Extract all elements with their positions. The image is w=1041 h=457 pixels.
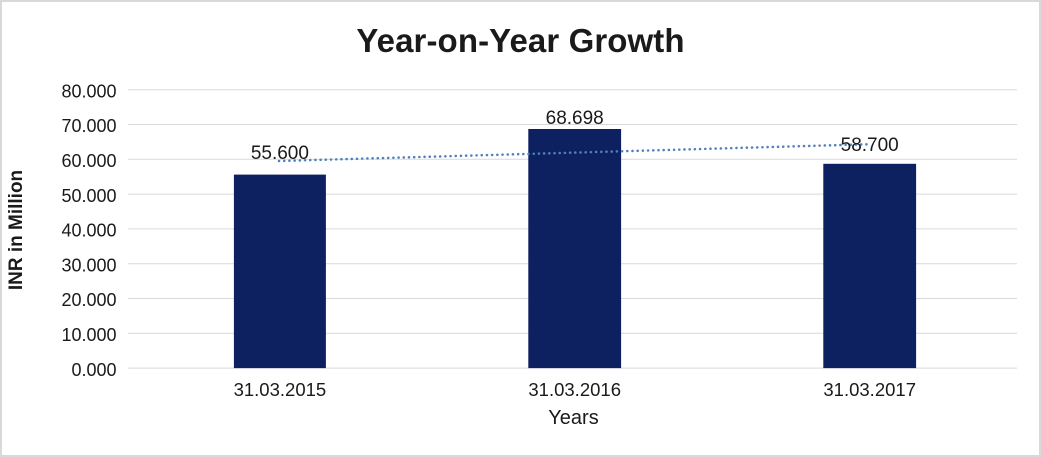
svg-text:31.03.2016: 31.03.2016 <box>528 379 621 400</box>
svg-text:31.03.2015: 31.03.2015 <box>234 379 327 400</box>
svg-text:60.000: 60.000 <box>61 151 116 171</box>
svg-text:20.000: 20.000 <box>61 290 116 310</box>
svg-text:80.000: 80.000 <box>61 81 116 101</box>
svg-text:31.03.2017: 31.03.2017 <box>823 379 916 400</box>
svg-text:58.700: 58.700 <box>841 135 899 156</box>
svg-text:70.000: 70.000 <box>61 116 116 136</box>
svg-text:INR in Million: INR in Million <box>6 170 27 290</box>
svg-text:10.000: 10.000 <box>61 325 116 345</box>
svg-text:40.000: 40.000 <box>61 221 116 241</box>
svg-text:55.600: 55.600 <box>251 143 309 164</box>
svg-text:50.000: 50.000 <box>61 186 116 206</box>
svg-text:0.000: 0.000 <box>71 360 116 380</box>
svg-text:Years: Years <box>548 407 598 429</box>
svg-text:68.698: 68.698 <box>546 108 604 129</box>
svg-text:30.000: 30.000 <box>61 255 116 275</box>
